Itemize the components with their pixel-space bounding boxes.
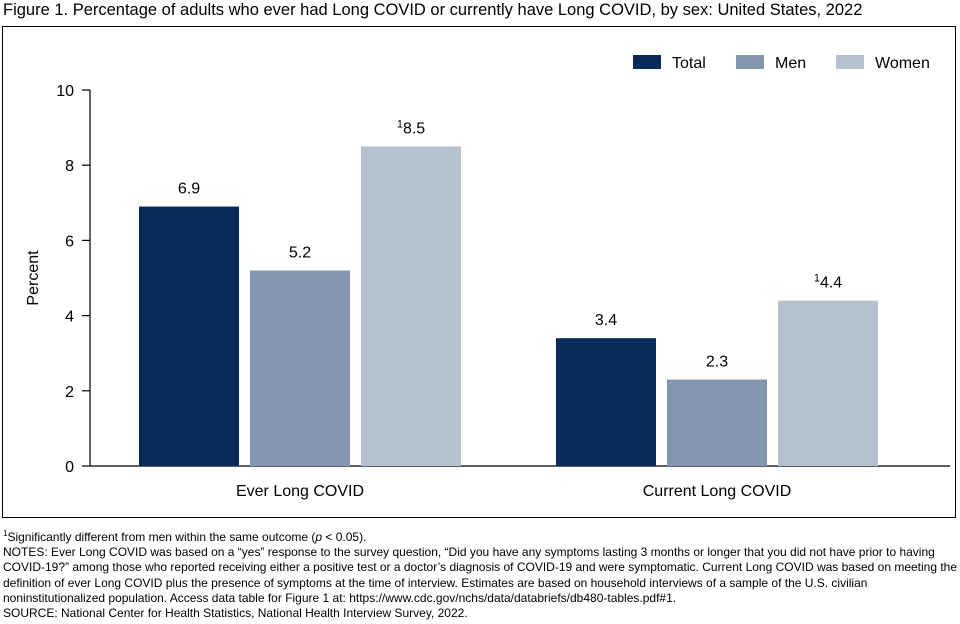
legend-label-women: Women <box>875 55 930 72</box>
data-label: 14.4 <box>814 273 842 292</box>
y-tick-label: 6 <box>65 233 74 250</box>
data-label-superscript: 1 <box>397 118 403 130</box>
figure-title: Figure 1. Percentage of adults who ever … <box>3 1 863 19</box>
y-tick-label: 8 <box>65 158 74 175</box>
data-label: 18.5 <box>397 118 425 137</box>
x-category-label: Ever Long COVID <box>236 483 364 500</box>
x-category-label: Current Long COVID <box>643 483 792 500</box>
notes-text: NOTES: Ever Long COVID was based on a “y… <box>3 545 958 605</box>
data-label: 2.3 <box>706 354 728 371</box>
chart-frame <box>2 26 956 518</box>
footnote-italic: p <box>315 530 323 544</box>
bar-men <box>667 379 767 466</box>
data-label-value: 4.4 <box>820 275 842 292</box>
bar-total <box>139 206 239 466</box>
y-axis-title: Percent <box>25 250 42 306</box>
y-tick-label: 2 <box>65 384 74 401</box>
bar-women <box>361 146 461 466</box>
notes-block: 1Significantly different from men within… <box>3 530 959 621</box>
y-tick-label: 10 <box>56 83 74 100</box>
data-label-value: 8.5 <box>403 120 425 137</box>
legend-label-men: Men <box>775 55 806 72</box>
footnote: 1Significantly different from men within… <box>3 530 959 545</box>
y-tick-label: 4 <box>65 309 74 326</box>
data-labels: 6.95.218.53.42.314.4 <box>178 118 842 370</box>
bars <box>139 146 878 466</box>
legend-swatch-men <box>736 55 764 69</box>
source-text: SOURCE: National Center for Health Stati… <box>3 606 468 621</box>
legend: Total Men Women <box>633 55 930 72</box>
footnote-marker: 1 <box>3 529 8 538</box>
legend-label-total: Total <box>672 55 706 72</box>
footnote-text-after: < 0.05). <box>322 530 367 544</box>
data-label: 6.9 <box>178 181 200 198</box>
data-label-superscript: 1 <box>814 273 820 285</box>
y-tick-label: 0 <box>65 459 74 476</box>
legend-swatch-total <box>633 55 661 69</box>
footnote-text-before: Significantly different from men within … <box>7 530 316 544</box>
data-label: 3.4 <box>595 312 617 329</box>
data-label: 5.2 <box>289 244 311 261</box>
legend-swatch-women <box>836 55 864 69</box>
bar-men <box>250 270 350 466</box>
bar-total <box>556 338 656 466</box>
bar-women <box>778 300 878 466</box>
